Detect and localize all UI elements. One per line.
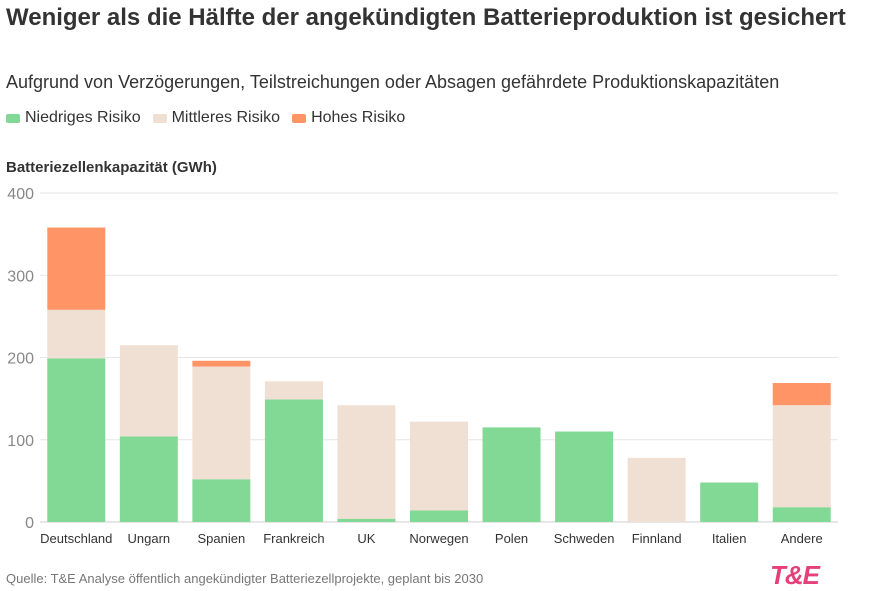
te-logo: T&E bbox=[770, 560, 820, 590]
legend-swatch-low-risk bbox=[6, 113, 20, 123]
bar-chart: 0 100 200 300 400 Deutschland Ungarn Spanien Fra… bbox=[7, 186, 838, 546]
y-tick-label-100: 100 bbox=[7, 433, 34, 450]
y-tick-label-0: 0 bbox=[25, 515, 34, 532]
chart-title: Weniger als die Hälfte der angekündigten… bbox=[6, 4, 846, 31]
bar-andere-series-1 bbox=[772, 405, 831, 508]
bar-schweden-series-0 bbox=[555, 431, 614, 522]
x-tick-label-ungarn: Ungarn bbox=[127, 531, 170, 546]
bar-frankreich-series-0 bbox=[264, 399, 323, 522]
bar-finnland-series-1 bbox=[627, 457, 686, 522]
bar-andere-series-2 bbox=[772, 382, 831, 406]
bar-deutschland-series-0 bbox=[47, 358, 106, 522]
bar-spanien-series-0 bbox=[192, 479, 251, 522]
x-tick-label-andere: Andere bbox=[781, 531, 823, 546]
bar-uk-series-0 bbox=[337, 518, 396, 522]
x-tick-label-italien: Italien bbox=[712, 531, 747, 546]
y-axis-title: Batteriezellenkapazität (GWh) bbox=[6, 159, 217, 176]
y-tick-label-300: 300 bbox=[7, 268, 34, 285]
legend-item-medium-risk: Mittleres Risiko bbox=[152, 109, 281, 127]
bar-norwegen-series-1 bbox=[410, 421, 468, 511]
legend-swatch-medium-risk bbox=[152, 113, 167, 123]
bar-deutschland-series-2 bbox=[47, 227, 106, 310]
bar-deutschland-series-1 bbox=[47, 309, 106, 359]
legend-item-high-risk: Hohes Risiko bbox=[292, 109, 405, 127]
x-tick-label-deutschland: Deutschland bbox=[40, 531, 112, 546]
legend-swatch-high-risk bbox=[292, 113, 307, 123]
y-tick-label-400: 400 bbox=[7, 186, 34, 203]
x-tick-label-norwegen: Norwegen bbox=[409, 531, 468, 546]
bar-polen-series-0 bbox=[482, 427, 541, 522]
bar-ungarn-series-1 bbox=[119, 345, 178, 437]
legend-label-medium-risk: Mittleres Risiko bbox=[171, 109, 281, 126]
legend-label-low-risk: Niedriges Risiko bbox=[25, 109, 141, 126]
bar-italien-series-0 bbox=[700, 482, 759, 522]
bar-ungarn-series-0 bbox=[119, 436, 178, 522]
legend-item-low-risk: Niedriges Risiko bbox=[6, 109, 141, 127]
chart-subtitle: Aufgrund von Verzögerungen, Teilstreichu… bbox=[6, 72, 780, 92]
x-tick-label-polen: Polen bbox=[495, 531, 528, 546]
x-tick-label-frankreich: Frankreich bbox=[263, 531, 324, 546]
legend-label-high-risk: Hohes Risiko bbox=[311, 109, 406, 126]
x-tick-label-uk: UK bbox=[357, 531, 375, 546]
source-note: Quelle: T&E Analyse öffentlich angekündi… bbox=[6, 571, 484, 586]
x-tick-label-spanien: Spanien bbox=[198, 531, 246, 546]
bar-spanien-series-2 bbox=[192, 360, 251, 367]
bar-frankreich-series-1 bbox=[264, 381, 323, 400]
bar-andere-series-0 bbox=[772, 507, 831, 522]
bar-uk-series-1 bbox=[337, 405, 396, 519]
legend: Niedriges Risiko Mittleres Risiko Hohes … bbox=[6, 109, 417, 127]
bar-norwegen-series-0 bbox=[410, 510, 468, 522]
bar-spanien-series-1 bbox=[192, 366, 251, 480]
x-tick-label-schweden: Schweden bbox=[554, 531, 615, 546]
x-tick-label-finnland: Finnland bbox=[632, 531, 682, 546]
y-tick-label-200: 200 bbox=[7, 351, 34, 368]
